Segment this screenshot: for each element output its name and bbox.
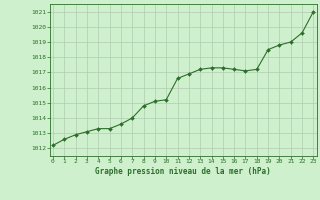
X-axis label: Graphe pression niveau de la mer (hPa): Graphe pression niveau de la mer (hPa) — [95, 167, 271, 176]
